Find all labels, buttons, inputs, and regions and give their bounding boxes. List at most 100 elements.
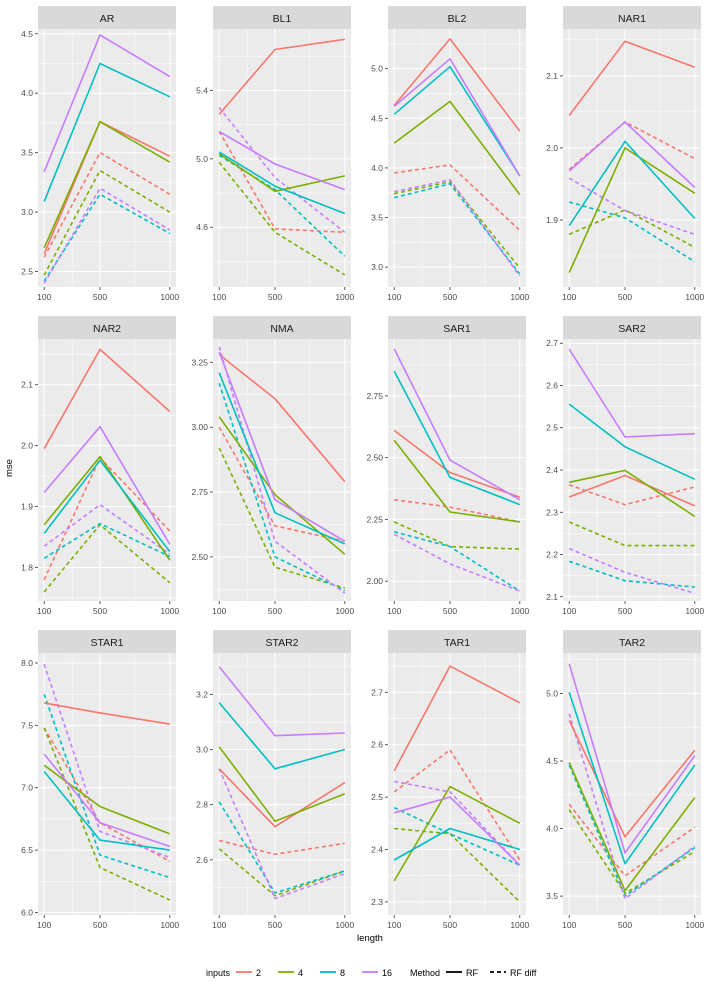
y-tick-label: 2.0 — [21, 441, 33, 451]
series-line-inputs-16-rf — [43, 425, 171, 545]
series-line-inputs-2-rf-diff — [218, 426, 345, 543]
series-line-inputs-16-rf — [568, 663, 696, 854]
series-line-inputs-8-rf — [43, 459, 171, 553]
series-line-inputs-4-rf — [393, 100, 521, 196]
y-tick-label: 2.75 — [191, 487, 208, 497]
series-line-inputs-8-rf — [393, 370, 521, 506]
series-line-inputs-8-rf — [218, 702, 346, 770]
panel-strip — [388, 630, 526, 653]
panel-tar1: TAR1 2.3 2.4 2.5 2.6 2.7 100 500 1000 — [371, 630, 530, 930]
series-line-inputs-16-rf — [218, 666, 345, 737]
y-tick-label: 3.2 — [196, 689, 208, 699]
series-line-inputs-4-rf-diff — [218, 848, 346, 897]
panel-star2: STAR2 2.6 2.8 3.0 3.2 100 500 1000 — [196, 630, 355, 930]
series-line-inputs-2-rf — [393, 429, 521, 498]
y-tick-label: 2.00 — [366, 576, 383, 586]
x-tick-label: 500 — [268, 920, 282, 930]
panel-title: TAR1 — [444, 637, 470, 649]
panel-background — [213, 653, 351, 915]
series-line-inputs-16-rf — [218, 351, 346, 542]
x-tick-label: 1000 — [510, 606, 529, 616]
y-tick-label: 6.0 — [21, 908, 33, 918]
series-line-inputs-2-rf — [568, 474, 696, 507]
panel-strip — [213, 6, 351, 29]
panel-sar2: SAR2 2.1 2.2 2.3 2.4 2.5 2.6 2.7 100 500 1000 — [546, 316, 705, 616]
panel-strip — [38, 316, 176, 339]
y-tick-label: 2.5 — [371, 792, 383, 802]
series-line-inputs-4-rf — [43, 455, 171, 561]
y-tick-label: 5.0 — [546, 689, 558, 699]
x-tick-label: 500 — [443, 920, 457, 930]
y-tick-label: 2.50 — [191, 552, 208, 562]
y-tick-label: 2.4 — [546, 465, 558, 475]
x-tick-label: 1000 — [685, 606, 704, 616]
series-line-inputs-2-rf — [568, 720, 696, 838]
panel-strip — [38, 630, 176, 653]
y-tick-label: 2.0 — [546, 143, 558, 153]
x-tick-label: 500 — [93, 292, 107, 302]
series-line-inputs-4-rf-diff — [43, 727, 171, 901]
series-line-inputs-16-rf-diff — [43, 187, 171, 284]
y-tick-label: 1.9 — [21, 502, 33, 512]
legend-items: 2 4 8 16 RF RF diff — [236, 968, 537, 978]
y-tick-label: 2.6 — [196, 855, 208, 865]
y-tick-label: 5.0 — [196, 154, 208, 164]
y-tick-label: 2.5 — [546, 423, 558, 433]
x-tick-label: 100 — [212, 292, 226, 302]
x-tick-label: 100 — [387, 292, 401, 302]
series-line-inputs-16-rf-diff — [394, 780, 521, 866]
y-tick-label: 7.5 — [21, 720, 33, 730]
series-line-inputs-4-rf-diff — [393, 521, 520, 550]
y-tick-label: 3.5 — [546, 891, 558, 901]
x-tick-label: 1000 — [160, 606, 179, 616]
y-tick-label: 6.5 — [21, 845, 33, 855]
series-line-inputs-16-rf-diff — [568, 713, 696, 900]
y-tick-label: 2.1 — [21, 380, 33, 390]
panel-bl1: BL1 4.6 5.0 5.4 100 500 1000 — [196, 6, 355, 302]
panel-background — [388, 29, 526, 287]
legend-label-method-rf-diff: RF diff — [510, 968, 537, 978]
x-tick-label: 100 — [562, 920, 576, 930]
panel-background — [563, 653, 701, 915]
series-line-inputs-16-rf — [393, 348, 521, 501]
series-line-inputs-4-rf-diff — [568, 209, 696, 249]
panel-title: NAR1 — [618, 13, 646, 25]
y-tick-label: 2.7 — [546, 338, 558, 348]
panel-strip — [563, 6, 701, 29]
series-line-inputs-2-rf-diff — [394, 498, 520, 523]
series-line-inputs-2-rf — [43, 348, 171, 450]
panel-strip — [388, 316, 526, 339]
y-tick-label: 3.5 — [371, 213, 383, 223]
legend: inputs Method 2 4 8 16 RF RF diff — [206, 968, 537, 978]
x-tick-label: 1000 — [510, 292, 529, 302]
y-tick-label: 2.3 — [371, 897, 383, 907]
y-tick-label: 1.8 — [21, 562, 33, 572]
panel-title: NAR2 — [93, 323, 121, 335]
x-tick-label: 1000 — [335, 920, 354, 930]
panel-ar: AR 2.5 3.0 3.5 4.0 4.5 100 500 1000 — [21, 6, 180, 302]
series-line-inputs-8-rf-diff — [393, 806, 521, 866]
y-tick-label: 2.7 — [371, 687, 383, 697]
series-line-inputs-16-rf — [568, 348, 695, 438]
series-line-inputs-4-rf-diff — [218, 161, 346, 276]
panel-title: BL1 — [273, 13, 292, 25]
panels: AR 2.5 3.0 3.5 4.0 4.5 100 500 1000 BL1 4.6 5.0 5.4 1… — [21, 6, 705, 930]
series-line-inputs-16-rf-diff — [43, 663, 171, 859]
series-line-inputs-8-rf — [218, 151, 346, 215]
y-tick-label: 3.5 — [21, 148, 33, 158]
series-line-inputs-4-rf — [393, 439, 520, 523]
legend-label-inputs-2: 2 — [256, 968, 261, 978]
x-tick-label: 500 — [618, 292, 632, 302]
panel-nar2: NAR2 1.8 1.9 2.0 2.1 100 500 1000 — [21, 316, 180, 616]
y-tick-label: 5.4 — [196, 86, 208, 96]
series-line-inputs-8-rf-diff — [568, 560, 695, 588]
series-line-inputs-8-rf — [393, 65, 521, 177]
series-line-inputs-2-rf-diff — [568, 484, 695, 506]
x-tick-label: 500 — [443, 606, 457, 616]
series-line-inputs-8-rf — [218, 372, 346, 545]
series-line-inputs-4-rf-diff — [394, 181, 521, 269]
y-tick-label: 2.2 — [546, 550, 558, 560]
series-line-inputs-2-rf-diff — [219, 839, 345, 856]
x-tick-label: 100 — [37, 920, 51, 930]
